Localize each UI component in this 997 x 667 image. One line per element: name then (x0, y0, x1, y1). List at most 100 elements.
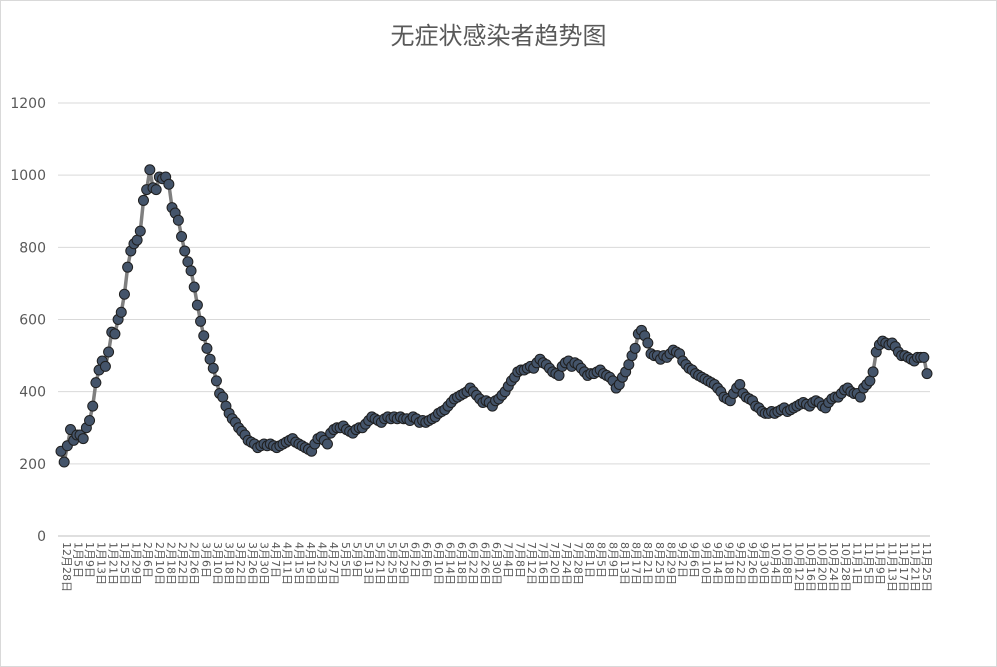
x-tick-label: 11月17日 (897, 542, 910, 592)
data-point (321, 438, 333, 450)
x-tick-label: 5月9日 (350, 542, 363, 578)
x-tick-label: 8月1日 (583, 542, 596, 578)
x-tick-label: 10月28日 (839, 542, 852, 592)
x-tick-label: 6月30日 (490, 542, 503, 585)
data-point (921, 368, 933, 380)
x-tick-label: 6月14日 (443, 542, 456, 585)
x-tick-label: 11月9日 (874, 542, 887, 585)
y-tick-label: 1000 (10, 168, 46, 184)
x-axis: 12月28日1月5日1月9日1月13日1月21日1月25日1月29日2月6日2月… (60, 542, 933, 592)
x-tick-label: 7月20日 (548, 542, 561, 585)
y-tick-label: 1200 (10, 96, 46, 112)
x-tick-label: 8月25日 (653, 542, 666, 585)
data-point (210, 375, 222, 387)
x-tick-label: 9月18日 (723, 542, 736, 585)
x-tick-label: 6月26日 (478, 542, 491, 585)
x-tick-label: 5月13日 (362, 542, 375, 585)
data-point (207, 362, 219, 374)
data-point (84, 415, 96, 427)
x-tick-label: 7月12日 (525, 542, 538, 585)
data-point (109, 328, 121, 340)
x-tick-label: 8月5日 (595, 542, 608, 578)
y-tick-label: 400 (19, 385, 46, 401)
x-tick-label: 1月29日 (130, 542, 143, 585)
data-point (134, 225, 146, 237)
x-tick-label: 5月5日 (339, 542, 352, 578)
x-tick-label: 8月21日 (641, 542, 654, 585)
series-line (59, 168, 929, 464)
x-tick-label: 9月22日 (734, 542, 747, 585)
data-point (87, 400, 99, 412)
x-tick-label: 5月29日 (397, 542, 410, 585)
x-tick-label: 9月30日 (757, 542, 770, 585)
x-tick-label: 4月15日 (292, 542, 305, 585)
data-point (867, 366, 879, 378)
data-point (77, 433, 89, 445)
data-point (122, 261, 134, 273)
data-point (182, 256, 194, 268)
data-point (217, 391, 229, 403)
x-tick-label: 7月8日 (513, 542, 526, 578)
x-tick-label: 10月8日 (781, 542, 794, 585)
data-point (163, 178, 175, 190)
x-tick-label: 10月24日 (827, 542, 840, 592)
y-tick-label: 0 (37, 529, 46, 545)
x-tick-label: 1月5日 (71, 542, 84, 578)
data-point (172, 214, 184, 226)
data-point (204, 353, 216, 365)
x-tick-label: 10月12日 (792, 542, 805, 592)
x-tick-label: 7月4日 (502, 542, 515, 578)
x-tick-label: 3月18日 (223, 542, 236, 585)
x-tick-label: 11月13日 (885, 542, 898, 592)
series-layer (55, 164, 933, 468)
x-tick-label: 3月10日 (211, 542, 224, 585)
x-tick-label: 4月27日 (327, 542, 340, 585)
y-tick-label: 600 (19, 313, 46, 329)
x-tick-label: 9月26日 (746, 542, 759, 585)
data-point (188, 281, 200, 293)
x-tick-label: 2月22日 (176, 542, 189, 585)
data-point (185, 265, 197, 277)
data-point (90, 377, 102, 389)
x-tick-label: 4月7日 (269, 542, 282, 578)
data-point (179, 245, 191, 257)
data-point (150, 184, 162, 196)
x-tick-label: 2月26日 (188, 542, 201, 585)
x-tick-label: 1月13日 (95, 542, 108, 585)
x-tick-label: 2月10日 (153, 542, 166, 585)
data-point (734, 378, 746, 390)
y-axis: 0 200 400 600 800 1000 1200 (10, 96, 46, 545)
data-point (99, 360, 111, 372)
data-point (642, 337, 654, 349)
x-tick-label: 7月24日 (560, 542, 573, 585)
data-point (195, 315, 207, 327)
x-tick-label: 4月23日 (316, 542, 329, 585)
x-tick-label: 1月25日 (118, 542, 131, 585)
x-tick-label: 12月28日 (60, 542, 73, 592)
x-tick-label: 2月18日 (164, 542, 177, 585)
x-tick-label: 9月6日 (688, 542, 701, 578)
x-tick-label: 11月5日 (862, 542, 875, 585)
x-tick-label: 8月17日 (630, 542, 643, 585)
x-tick-label: 5月21日 (374, 542, 387, 585)
x-tick-label: 11月25日 (920, 542, 933, 592)
x-tick-label: 1月9日 (83, 542, 96, 578)
x-tick-label: 6月6日 (420, 542, 433, 578)
x-tick-label: 10月16日 (804, 542, 817, 592)
x-tick-label: 11月1日 (850, 542, 863, 585)
data-point (854, 391, 866, 403)
x-tick-label: 2月6日 (141, 542, 154, 578)
data-point (553, 369, 565, 381)
data-point (103, 346, 115, 358)
data-point (137, 194, 149, 206)
data-point (201, 342, 213, 354)
data-point (864, 375, 876, 387)
data-point (191, 299, 203, 311)
chart-title: 无症状感染者趋势图 (390, 22, 607, 50)
data-point (58, 456, 70, 468)
data-point (115, 306, 127, 318)
data-point (176, 231, 188, 243)
x-tick-label: 6月18日 (455, 542, 468, 585)
grid-lines (58, 102, 930, 537)
